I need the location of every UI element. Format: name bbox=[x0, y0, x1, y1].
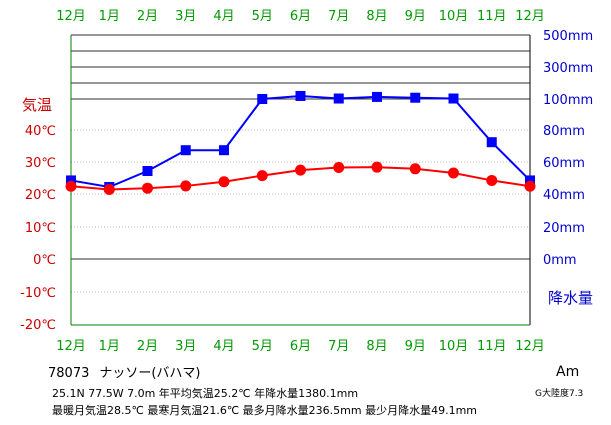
temp-tick-label: 30℃ bbox=[25, 156, 56, 171]
temp-point bbox=[524, 180, 536, 192]
month-label-top: 5月 bbox=[252, 9, 273, 24]
precip-point bbox=[372, 91, 382, 102]
month-label-bottom: 9月 bbox=[405, 339, 426, 354]
temp-point bbox=[180, 180, 192, 192]
station-id: 78073 bbox=[48, 366, 90, 381]
station-line: 78073 ナッソー(バハマ) bbox=[48, 362, 201, 381]
temp-tick-label: 0℃ bbox=[33, 253, 56, 268]
precip-axis-title: 降水量 bbox=[548, 289, 593, 307]
temp-point bbox=[333, 162, 345, 174]
month-label-top: 12月 bbox=[56, 9, 86, 24]
precip-point bbox=[486, 137, 497, 148]
precip-tick-label: 0mm bbox=[543, 253, 577, 268]
month-label-top: 7月 bbox=[328, 9, 349, 24]
temp-point bbox=[371, 161, 383, 173]
precip-point bbox=[333, 93, 344, 104]
koppen-class: Am bbox=[556, 364, 580, 380]
temp-point bbox=[103, 183, 115, 195]
month-label-top: 11月 bbox=[477, 9, 507, 24]
month-label-top: 4月 bbox=[213, 9, 234, 24]
station-name: ナッソー(バハマ) bbox=[99, 366, 201, 381]
station-stats-line1: 25.1N 77.5W 7.0m 年平均気温25.2℃ 年降水量1380.1mm bbox=[52, 387, 359, 400]
temp-point bbox=[65, 180, 77, 192]
precip-tick-label: 500mm bbox=[543, 29, 593, 44]
temp-tick-label: -20℃ bbox=[20, 318, 56, 333]
month-label-bottom: 10月 bbox=[439, 339, 469, 354]
temp-tick-label: -10℃ bbox=[20, 286, 56, 301]
month-label-top: 9月 bbox=[405, 9, 426, 24]
month-label-bottom: 12月 bbox=[515, 339, 545, 354]
month-label-top: 1月 bbox=[99, 9, 120, 24]
precip-tick-label: 100mm bbox=[543, 93, 593, 108]
month-label-top: 2月 bbox=[137, 9, 158, 24]
precip-point bbox=[257, 94, 268, 104]
precip-tick-label: 60mm bbox=[543, 156, 585, 171]
month-label-top: 10月 bbox=[439, 9, 469, 24]
precip-point bbox=[295, 90, 306, 101]
month-label-bottom: 8月 bbox=[366, 339, 387, 354]
precip-point bbox=[525, 175, 535, 186]
temp-point bbox=[409, 163, 421, 175]
temp-point bbox=[448, 167, 459, 179]
station-stats-line2: 最暖月気温28.5℃ 最寒月気温21.6℃ 最多月降水量236.5mm 最少月降… bbox=[52, 404, 478, 417]
month-label-bottom: 2月 bbox=[137, 339, 158, 354]
temp-point bbox=[486, 174, 498, 186]
continentality-index: G大陸度7.3 bbox=[535, 389, 584, 399]
month-label-bottom: 3月 bbox=[175, 339, 196, 354]
month-label-bottom: 4月 bbox=[213, 339, 234, 354]
temp-tick-label: 20℃ bbox=[25, 188, 56, 203]
month-label-bottom: 5月 bbox=[252, 339, 273, 354]
month-label-bottom: 12月 bbox=[56, 339, 86, 354]
temp-tick-label: 40℃ bbox=[25, 124, 56, 139]
temp-point bbox=[142, 182, 153, 194]
temp-tick-label: 10℃ bbox=[25, 221, 56, 236]
precip-point bbox=[142, 166, 153, 176]
precip-tick-label: 80mm bbox=[543, 124, 585, 139]
month-label-top: 8月 bbox=[366, 9, 387, 24]
precip-point bbox=[219, 145, 229, 156]
month-label-top: 12月 bbox=[515, 9, 545, 24]
precip-tick-label: 300mm bbox=[543, 61, 593, 76]
month-label-top: 6月 bbox=[290, 9, 311, 24]
precip-point bbox=[410, 92, 421, 103]
month-label-bottom: 6月 bbox=[290, 339, 311, 354]
temp-point bbox=[295, 164, 306, 176]
precip-point bbox=[66, 175, 76, 186]
month-label-bottom: 7月 bbox=[328, 339, 349, 354]
precip-point bbox=[448, 93, 459, 104]
month-label-bottom: 11月 bbox=[477, 339, 507, 354]
temp-point bbox=[218, 176, 230, 188]
month-label-top: 3月 bbox=[175, 9, 196, 24]
month-label-bottom: 1月 bbox=[99, 339, 120, 354]
temp-axis-title: 気温 bbox=[22, 96, 52, 114]
precip-tick-label: 40mm bbox=[543, 188, 585, 203]
temp-point bbox=[256, 170, 268, 182]
precip-tick-label: 20mm bbox=[543, 221, 585, 236]
precip-point bbox=[180, 145, 191, 156]
